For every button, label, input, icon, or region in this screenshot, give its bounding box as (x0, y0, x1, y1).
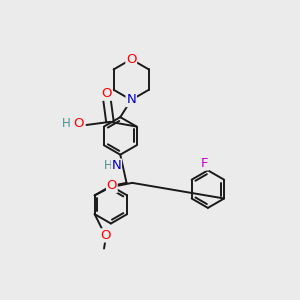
Text: F: F (201, 157, 208, 170)
Text: N: N (112, 159, 122, 172)
Text: H: H (104, 159, 113, 172)
Text: O: O (106, 179, 117, 193)
Text: H: H (62, 117, 70, 130)
Text: O: O (100, 229, 111, 242)
Text: N: N (126, 93, 136, 106)
Text: O: O (102, 87, 112, 100)
Text: O: O (74, 117, 84, 130)
Text: N: N (126, 93, 136, 106)
Text: O: O (126, 53, 136, 66)
